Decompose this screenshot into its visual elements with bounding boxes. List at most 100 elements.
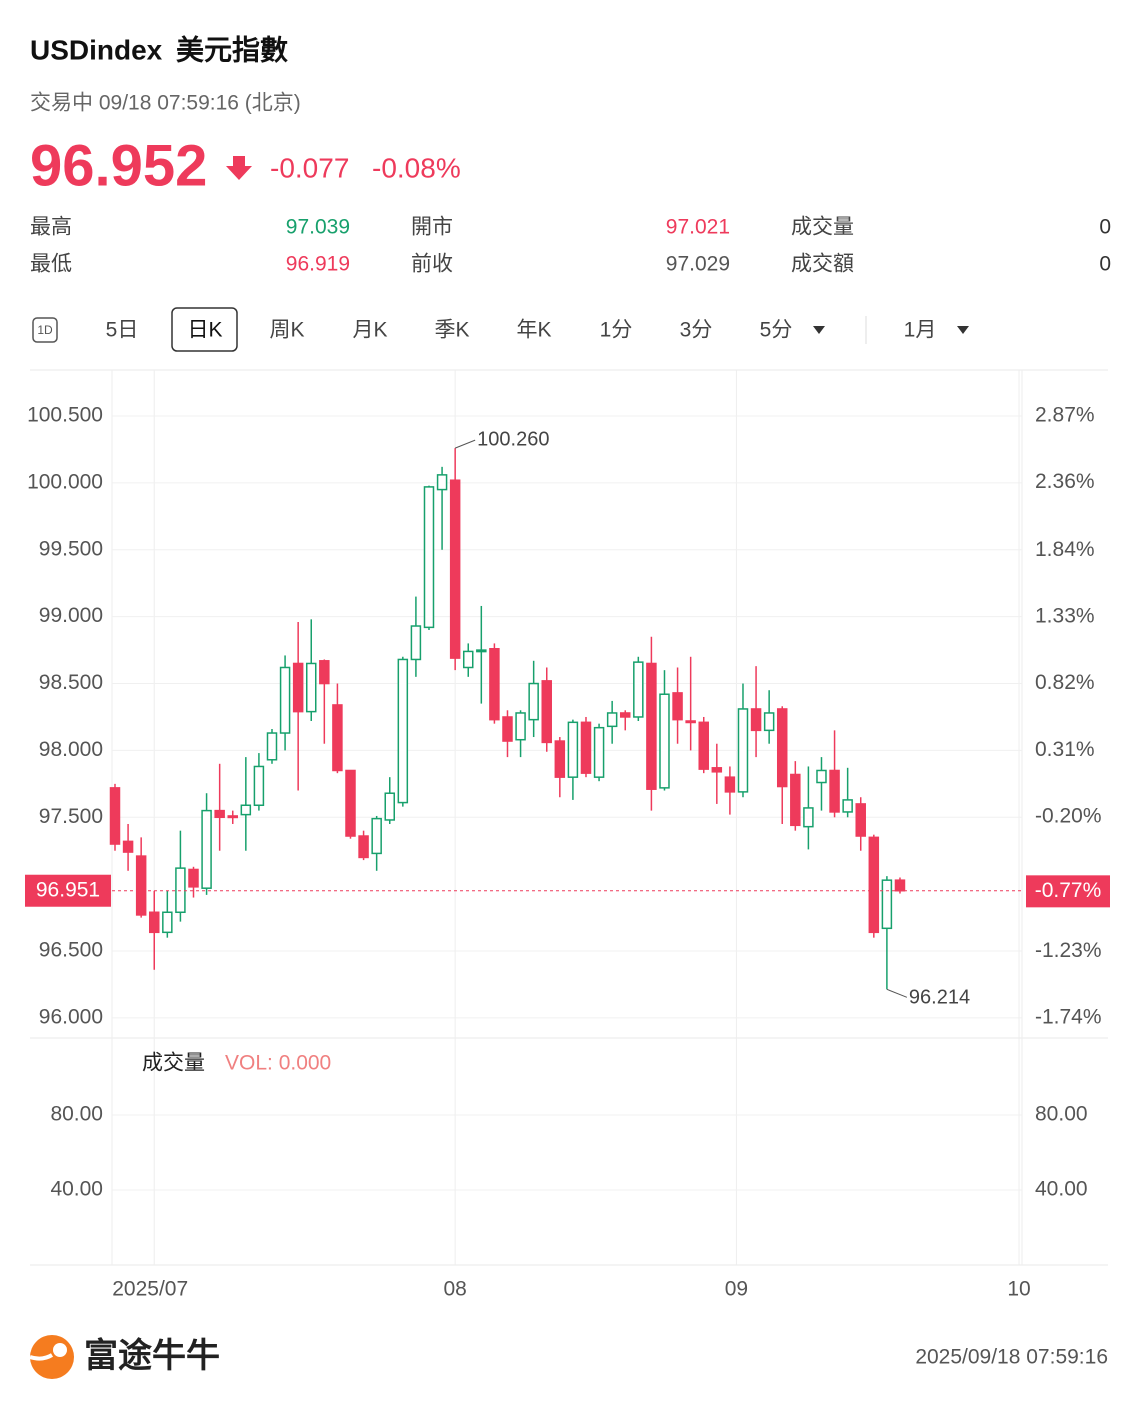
last-price-label: 96.951 xyxy=(36,878,100,901)
candle-body xyxy=(449,479,461,659)
candle-body xyxy=(201,809,212,889)
candle-body xyxy=(881,879,893,930)
status: 交易中 09/18 07:59:16 (北京) xyxy=(30,92,301,115)
candle-body xyxy=(122,840,134,853)
last-pct-box xyxy=(1026,875,1110,908)
candle-body xyxy=(593,726,605,778)
down-arrow xyxy=(226,156,252,180)
candle-body xyxy=(763,712,775,732)
x-tick-label: 10 xyxy=(1007,1278,1030,1301)
y-tick-label: 100.500 xyxy=(27,404,103,427)
y2-tick-label: -0.20% xyxy=(1035,804,1102,827)
stat-value: 0 xyxy=(1099,253,1111,276)
candle-body xyxy=(384,792,395,821)
y-tick-label: 100.000 xyxy=(27,470,103,493)
tab: 季K xyxy=(434,319,469,342)
stat-label: 最高 xyxy=(30,216,72,239)
candle-body xyxy=(868,836,880,934)
tab: 月K xyxy=(352,319,387,342)
candle-body xyxy=(240,804,252,816)
y-tick-label: 97.500 xyxy=(39,805,103,828)
candle-body xyxy=(685,720,696,724)
last-pct-label: -0.77% xyxy=(1035,879,1102,902)
candle-body xyxy=(737,708,749,793)
change: -0.077 xyxy=(270,152,349,183)
candle-body xyxy=(855,803,866,837)
candle-body xyxy=(829,769,840,813)
candle-body xyxy=(619,712,631,718)
candle-body xyxy=(672,692,683,721)
stat-label: 成交量 xyxy=(791,216,854,239)
stat-value: 97.021 xyxy=(666,216,730,239)
candle-body xyxy=(580,721,592,774)
candle-body xyxy=(253,765,265,807)
tab: 1D xyxy=(37,323,53,337)
symbol: USDindex xyxy=(30,34,163,65)
candle-body xyxy=(711,767,723,773)
tab: 日K xyxy=(187,319,222,342)
x-tick-label: 08 xyxy=(443,1278,466,1301)
tab: 5日 xyxy=(106,319,139,342)
dropdown-arrows xyxy=(813,326,969,334)
vol-tick-label: 40.00 xyxy=(1035,1178,1088,1201)
candle-body xyxy=(371,817,382,855)
y2-tick-label: -1.74% xyxy=(1035,1006,1102,1029)
candle-body xyxy=(266,732,278,761)
stat-value: 96.919 xyxy=(286,253,350,276)
candle-body xyxy=(319,660,330,685)
candle-body xyxy=(502,716,513,742)
candle-body xyxy=(410,625,422,661)
y-tick-label: 98.000 xyxy=(39,738,103,761)
stat-label: 成交額 xyxy=(791,253,854,276)
y2-tick-label: 0.31% xyxy=(1035,738,1095,761)
candle-body xyxy=(345,769,356,837)
candle-body xyxy=(776,708,788,788)
candle-body xyxy=(279,666,291,734)
y2-tick-label: 2.87% xyxy=(1035,404,1095,427)
candle-body xyxy=(567,721,579,778)
high-label: 100.260 xyxy=(477,428,549,450)
vol-tick-label: 40.00 xyxy=(50,1178,103,1201)
price: 96.952 xyxy=(30,133,207,198)
brand: 富途牛牛 xyxy=(84,1336,220,1375)
y-tick-label: 98.500 xyxy=(39,671,103,694)
candle-body xyxy=(436,474,448,491)
candle-body xyxy=(803,807,814,828)
vol-tick-label: 80.00 xyxy=(50,1103,103,1126)
candle-body xyxy=(148,911,160,934)
tab: 年K xyxy=(516,319,551,342)
timestamp: 2025/09/18 07:59:16 xyxy=(915,1346,1108,1369)
x-tick-label: 2025/07 xyxy=(112,1278,188,1301)
candle-body xyxy=(790,773,801,827)
tab: 1分 xyxy=(600,319,633,342)
y-tick-label: 99.500 xyxy=(39,537,103,560)
stat-value: 0 xyxy=(1099,216,1111,239)
candle-body xyxy=(175,867,186,914)
tab: 5分 xyxy=(760,319,793,342)
candle-body xyxy=(109,787,121,845)
candle-body xyxy=(305,662,317,713)
low-pointer xyxy=(886,988,908,998)
stat-label: 開市 xyxy=(411,216,453,239)
candle-body xyxy=(462,650,474,669)
volume-title: 成交量 xyxy=(142,1052,205,1075)
candle-body xyxy=(698,721,709,770)
tab: 周K xyxy=(269,319,304,342)
logo xyxy=(29,1335,74,1379)
candle-body xyxy=(842,799,853,813)
candle-body xyxy=(606,712,618,728)
candle-body xyxy=(724,776,736,793)
x-tick-label: 09 xyxy=(725,1278,748,1301)
candle-body xyxy=(188,868,199,888)
last-price-box xyxy=(25,874,111,907)
tab: 1月 xyxy=(904,319,937,342)
candle-body xyxy=(554,740,566,778)
y-tick-label: 96.000 xyxy=(39,1005,103,1028)
candle-body xyxy=(358,835,369,859)
stat-label: 最低 xyxy=(30,253,72,276)
name: 美元指數 xyxy=(176,34,288,65)
candle-body xyxy=(894,879,906,892)
candle-body xyxy=(162,911,173,934)
candle-body xyxy=(515,712,526,741)
